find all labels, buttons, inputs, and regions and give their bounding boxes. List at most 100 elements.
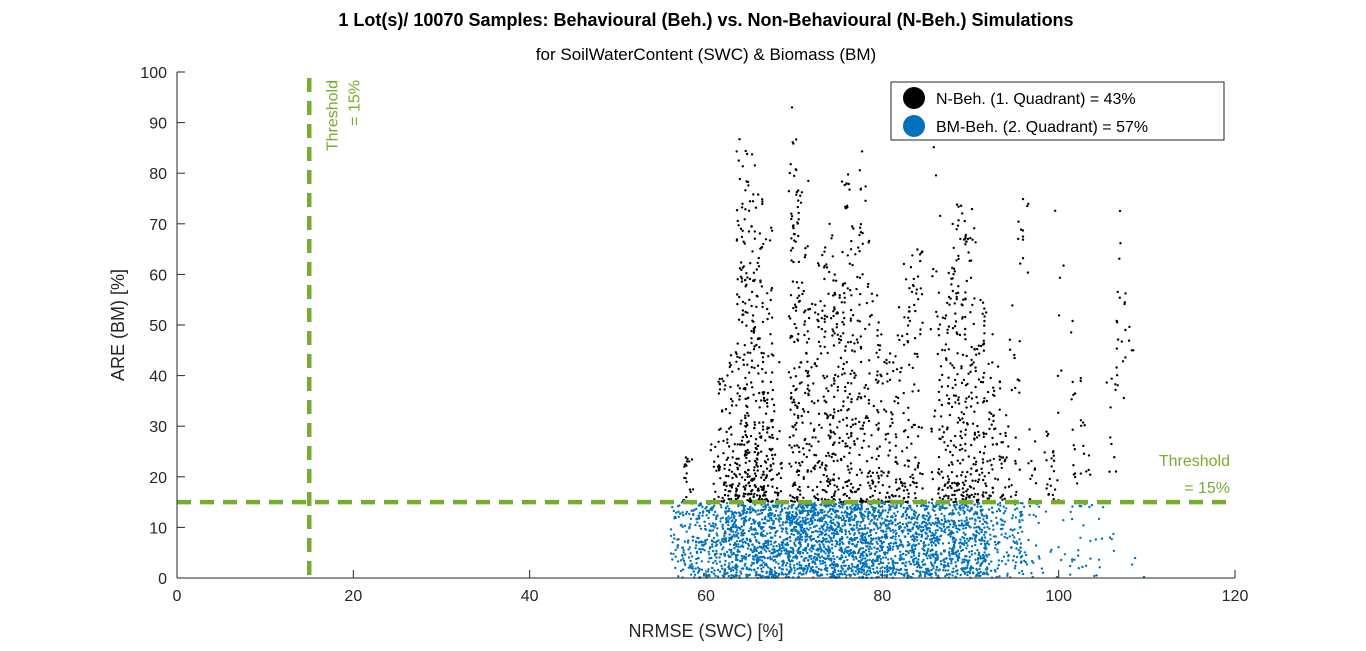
data-point-bm-beh [728, 562, 731, 565]
data-point-n-beh [956, 484, 959, 487]
data-point-n-beh [851, 349, 854, 352]
data-point-n-beh [895, 368, 899, 371]
data-point-n-beh [971, 303, 974, 307]
data-point-n-beh [824, 246, 827, 249]
data-point-bm-beh [1019, 561, 1023, 564]
data-point-bm-beh [892, 531, 895, 534]
data-point-bm-beh [790, 569, 793, 572]
data-point-bm-beh [881, 541, 884, 544]
data-point-bm-beh [916, 521, 919, 524]
data-point-n-beh [808, 389, 811, 392]
data-point-n-beh [956, 373, 959, 376]
data-point-n-beh [954, 497, 957, 501]
data-point-bm-beh [797, 575, 800, 578]
data-point-n-beh [950, 283, 953, 286]
data-point-n-beh [843, 372, 846, 375]
data-point-n-beh [952, 246, 955, 250]
data-point-n-beh [911, 254, 914, 257]
data-point-n-beh [947, 402, 950, 405]
data-point-n-beh [885, 362, 888, 365]
data-point-bm-beh [772, 545, 775, 548]
data-point-bm-beh [908, 560, 911, 563]
data-point-bm-beh [795, 522, 798, 525]
data-point-bm-beh [906, 507, 910, 510]
data-point-bm-beh [923, 574, 927, 578]
data-point-bm-beh [887, 520, 891, 523]
data-point-bm-beh [1023, 551, 1026, 554]
data-point-bm-beh [855, 521, 858, 524]
data-point-n-beh [1080, 424, 1083, 427]
data-point-n-beh [982, 371, 986, 375]
data-point-n-beh [793, 401, 796, 404]
data-point-bm-beh [771, 522, 775, 526]
data-point-n-beh [753, 450, 756, 454]
data-point-n-beh [951, 463, 954, 466]
data-point-bm-beh [880, 529, 883, 532]
data-point-n-beh [979, 298, 982, 302]
data-point-bm-beh [928, 527, 931, 530]
data-point-n-beh [944, 357, 948, 360]
data-point-bm-beh [798, 538, 801, 541]
data-point-bm-beh [713, 569, 716, 572]
data-point-n-beh [766, 484, 770, 487]
data-point-bm-beh [822, 514, 826, 517]
data-point-n-beh [849, 248, 853, 251]
data-point-bm-beh [1032, 561, 1035, 564]
data-point-n-beh [762, 494, 765, 497]
data-point-n-beh [745, 180, 748, 183]
data-point-n-beh [735, 490, 738, 493]
data-point-bm-beh [980, 528, 984, 531]
data-point-bm-beh [870, 529, 873, 532]
data-point-bm-beh [960, 561, 964, 564]
data-point-n-beh [946, 328, 949, 331]
data-point-n-beh [948, 413, 952, 417]
data-point-bm-beh [1063, 553, 1067, 556]
data-point-n-beh [973, 433, 977, 436]
data-point-bm-beh [891, 522, 894, 525]
data-point-n-beh [744, 430, 747, 433]
data-point-bm-beh [844, 564, 847, 567]
data-point-n-beh [787, 371, 791, 374]
data-point-bm-beh [867, 534, 871, 538]
data-point-bm-beh [920, 534, 924, 538]
data-point-n-beh [730, 404, 734, 407]
data-point-bm-beh [862, 519, 865, 523]
data-point-n-beh [834, 279, 838, 282]
data-point-n-beh [914, 468, 917, 471]
data-point-bm-beh [864, 557, 867, 560]
data-point-bm-beh [932, 564, 935, 567]
data-point-bm-beh [763, 542, 766, 545]
data-point-bm-beh [879, 567, 882, 570]
data-point-n-beh [869, 475, 872, 478]
data-point-bm-beh [983, 536, 987, 539]
data-point-n-beh [938, 398, 941, 402]
data-point-n-beh [744, 397, 747, 401]
data-point-bm-beh [692, 535, 695, 538]
data-point-n-beh [849, 308, 853, 312]
data-point-bm-beh [745, 553, 748, 556]
data-point-n-beh [937, 468, 941, 471]
data-point-n-beh [981, 458, 985, 461]
data-point-n-beh [806, 245, 809, 248]
data-point-bm-beh [981, 561, 984, 565]
data-point-n-beh [807, 337, 811, 340]
data-point-bm-beh [982, 560, 985, 563]
data-point-n-beh [1052, 498, 1055, 501]
data-point-n-beh [1047, 492, 1051, 496]
data-point-n-beh [908, 319, 912, 323]
data-point-bm-beh [940, 512, 943, 516]
data-point-n-beh [888, 441, 891, 444]
data-point-bm-beh [894, 524, 897, 527]
data-point-n-beh [791, 401, 794, 404]
data-point-n-beh [843, 316, 846, 320]
data-point-bm-beh [905, 553, 908, 557]
data-point-bm-beh [813, 555, 816, 558]
data-point-bm-beh [964, 533, 967, 536]
data-point-n-beh [755, 494, 759, 497]
data-point-n-beh [761, 380, 764, 383]
data-point-bm-beh [806, 514, 809, 517]
data-point-n-beh [780, 467, 783, 470]
data-point-bm-beh [788, 517, 791, 520]
data-point-n-beh [712, 465, 716, 468]
data-point-n-beh [787, 190, 791, 193]
